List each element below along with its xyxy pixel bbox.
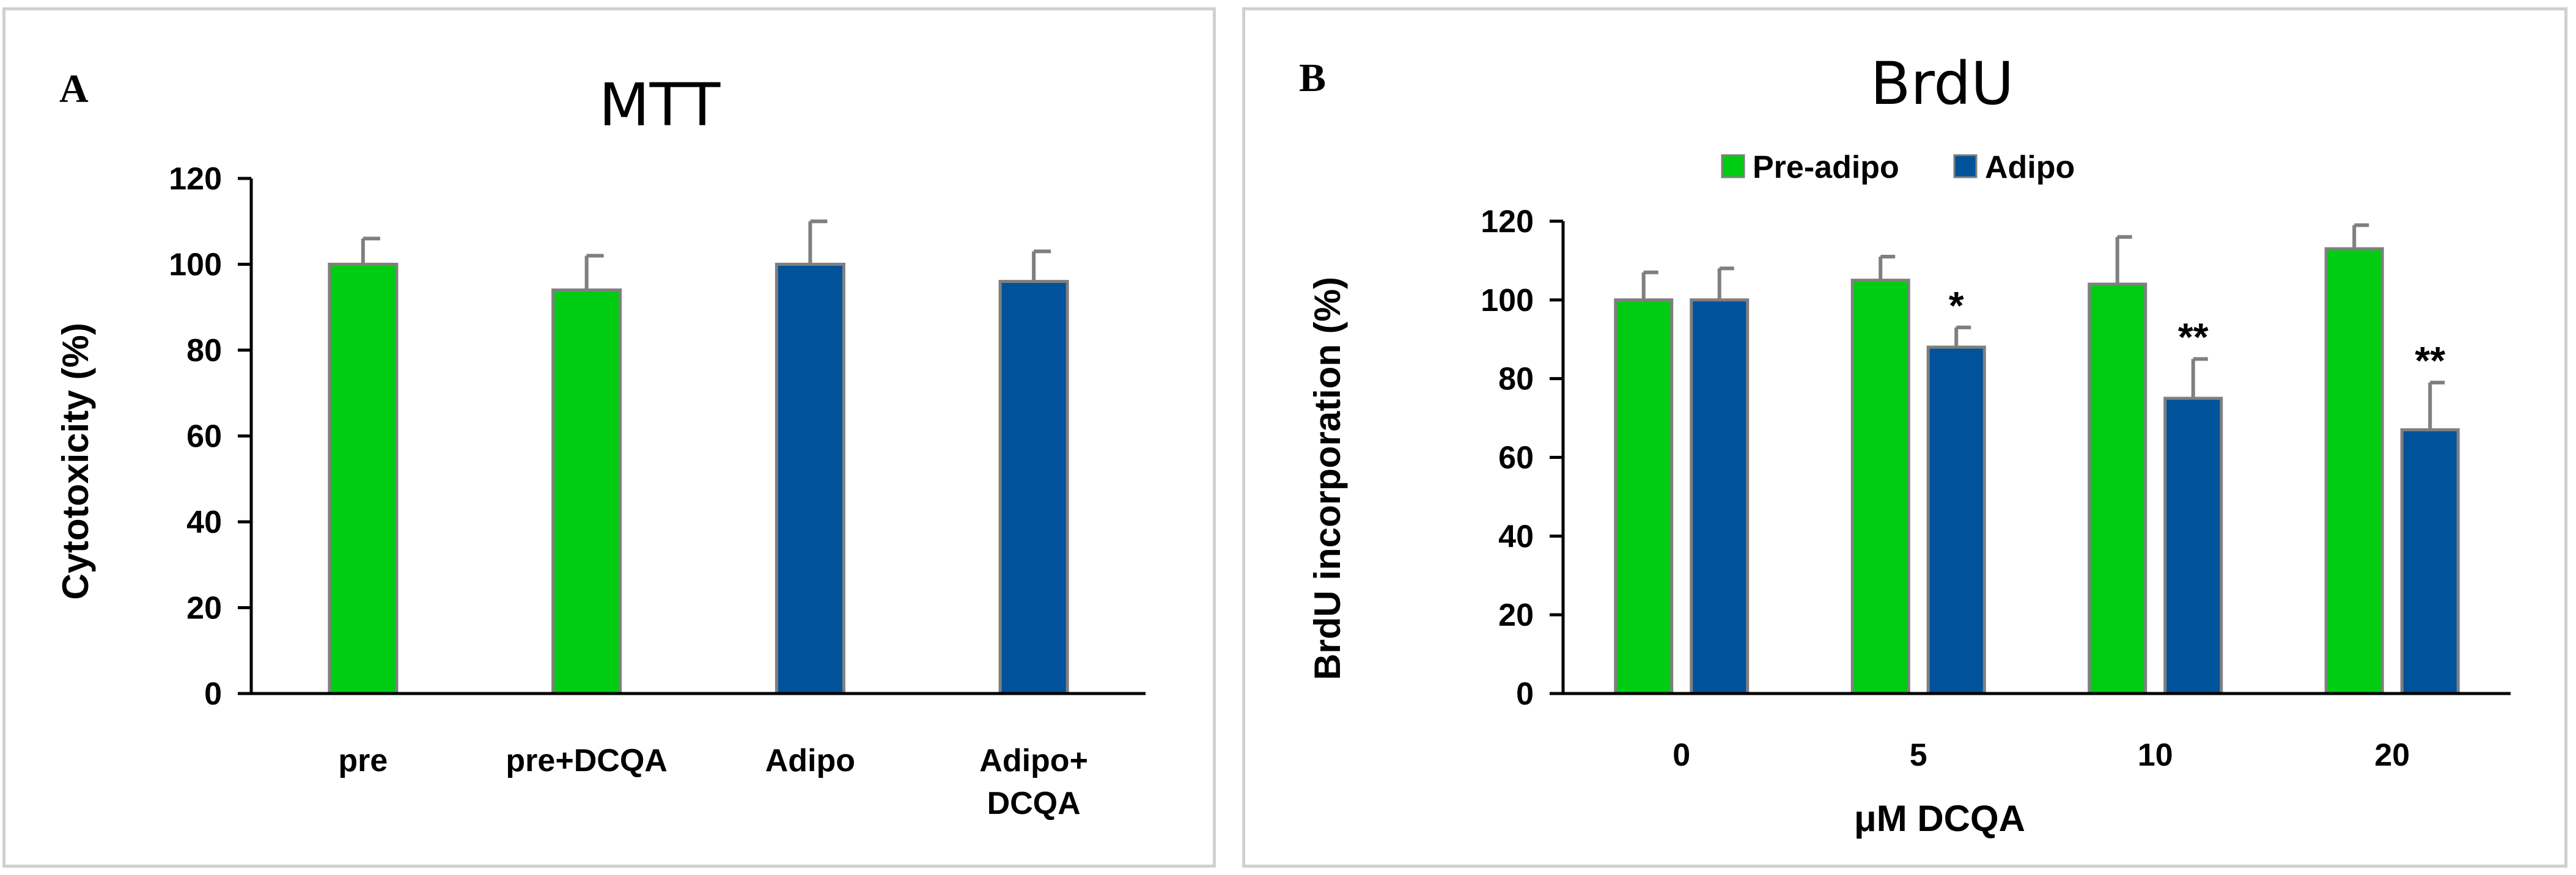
mtt-bar: [328, 263, 399, 695]
mtt-bar: [551, 288, 622, 695]
mtt-x-tick-label: pre+DCQA: [506, 743, 667, 778]
mtt-y-tick-label: 0: [204, 676, 222, 712]
mtt-y-axis-label: Cytotoxicity (%): [55, 323, 96, 599]
mtt-y-tick-label: 120: [169, 161, 222, 197]
legend-swatch-adipo: [1953, 154, 1978, 178]
mtt-y-tick-label: 40: [186, 505, 222, 540]
mtt-bar: [775, 263, 845, 695]
mtt-bar: [998, 280, 1069, 695]
brdu-y-tick-label: 80: [1498, 362, 1534, 397]
panel-letter-b: B: [1299, 56, 1326, 100]
brdu-bar-pre-adipo: [2324, 247, 2384, 695]
panel-mtt: A MTT Cytotoxicity (%) 0 20 40 60 80 100 120 p…: [2, 7, 1216, 868]
mtt-x-tick-label: Adipo: [765, 743, 855, 778]
brdu-bar-adipo: [2400, 428, 2460, 695]
brdu-y-tick-label: 100: [1481, 283, 1534, 318]
brdu-x-axis-label: μM DCQA: [1854, 798, 2025, 839]
brdu-x-tick-label: 0: [1673, 738, 1690, 773]
mtt-x-tick-label: DCQA: [987, 786, 1081, 821]
brdu-chart: B BrdU Pre-adipo Adipo BrdU incorporatio…: [1299, 49, 2511, 839]
brdu-y-tick-label: 60: [1498, 441, 1534, 476]
brdu-y-axis-label: BrdU incorporation (%): [1307, 277, 1348, 680]
legend-label-adipo: Adipo: [1985, 150, 2075, 185]
brdu-bar-pre-adipo: [1850, 279, 1910, 695]
mtt-y-tick-label: 60: [186, 419, 222, 455]
brdu-y-tick-label: 0: [1516, 676, 1534, 712]
brdu-y-tick-label: 40: [1498, 519, 1534, 554]
mtt-y-tick-label: 80: [186, 333, 222, 368]
mtt-chart: A MTT Cytotoxicity (%) 0 20 40 60 80 100 120 p…: [55, 67, 1146, 821]
mtt-y-tick-label: 100: [169, 247, 222, 283]
panel-letter-a: A: [59, 67, 89, 111]
brdu-y-tick-label: 20: [1498, 598, 1534, 633]
brdu-significance-marker: *: [1949, 284, 1964, 328]
legend-label-pre-adipo: Pre-adipo: [1753, 150, 1899, 185]
brdu-x-tick-label: 20: [2374, 738, 2410, 773]
panel-brdu: B BrdU Pre-adipo Adipo BrdU incorporatio…: [1242, 7, 2567, 868]
brdu-x-tick-label: 10: [2138, 738, 2173, 773]
mtt-x-tick-label: pre: [338, 743, 388, 778]
brdu-bar-adipo: [1690, 298, 1750, 695]
brdu-y-tick-label: 120: [1481, 204, 1534, 240]
mtt-y-tick-label: 20: [186, 591, 222, 626]
brdu-bar-pre-adipo: [2088, 282, 2147, 695]
brdu-significance-marker: **: [2415, 339, 2445, 383]
mtt-chart-title: MTT: [599, 71, 721, 139]
brdu-significance-marker: **: [2178, 315, 2209, 359]
brdu-bar-adipo: [1926, 345, 1986, 695]
brdu-legend: Pre-adipo Adipo: [1721, 150, 2075, 185]
legend-swatch-pre-adipo: [1721, 154, 1745, 178]
brdu-bar-pre-adipo: [1614, 298, 1674, 695]
brdu-chart-title: BrdU: [1871, 49, 2014, 118]
mtt-x-tick-label: Adipo+: [979, 743, 1088, 778]
brdu-bar-adipo: [2163, 397, 2223, 695]
brdu-x-tick-label: 5: [1910, 738, 1927, 773]
